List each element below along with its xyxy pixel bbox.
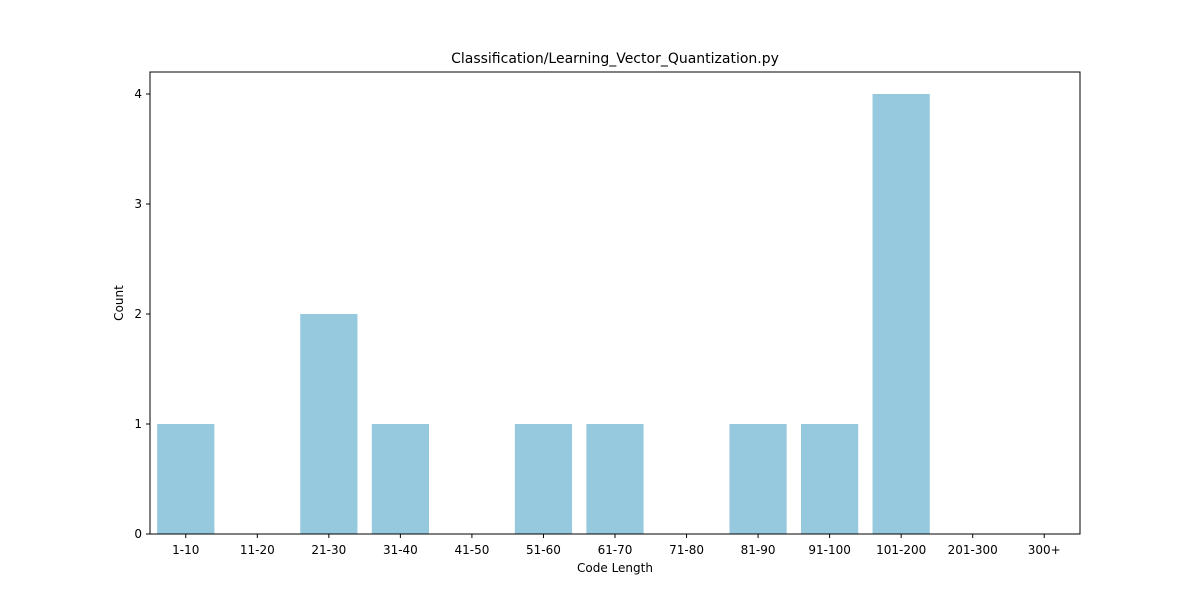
x-tick-label-300+: 300+: [1028, 543, 1061, 557]
x-tick-label-71-80: 71-80: [669, 543, 704, 557]
y-tick-label-4: 4: [134, 87, 142, 101]
x-tick-label-21-30: 21-30: [311, 543, 346, 557]
chart-title: Classification/Learning_Vector_Quantizat…: [451, 51, 779, 67]
x-tick-label-1-10: 1-10: [172, 543, 199, 557]
bar-1-10: [157, 424, 215, 534]
bar-81-90: [729, 424, 787, 534]
x-axis-label: Code Length: [577, 561, 653, 575]
bar-91-100: [801, 424, 859, 534]
y-axis-label: Count: [112, 285, 126, 321]
x-tick-label-41-50: 41-50: [454, 543, 489, 557]
y-tick-label-3: 3: [134, 197, 142, 211]
x-tick-label-81-90: 81-90: [741, 543, 776, 557]
x-tick-label-31-40: 31-40: [383, 543, 418, 557]
y-tick-label-0: 0: [134, 527, 142, 541]
bar-101-200: [872, 94, 930, 534]
x-axis: 1-10 11-20 21-30 31-40 41-50 51-60 61-70 71-80 8…: [172, 534, 1061, 557]
x-tick-label-51-60: 51-60: [526, 543, 561, 557]
x-tick-label-11-20: 11-20: [240, 543, 275, 557]
y-tick-label-1: 1: [134, 417, 142, 431]
x-tick-label-61-70: 61-70: [598, 543, 633, 557]
x-tick-label-91-100: 91-100: [808, 543, 851, 557]
bar-21-30: [300, 314, 358, 534]
bar-61-70: [586, 424, 644, 534]
bar-51-60: [514, 424, 573, 534]
bars-group: [157, 94, 930, 534]
x-tick-label-101-200: 101-200: [876, 543, 926, 557]
x-tick-label-201-300: 201-300: [948, 543, 998, 557]
bar-31-40: [371, 424, 429, 534]
y-tick-label-2: 2: [134, 307, 142, 321]
y-axis: 0 1 2 3 4: [134, 87, 150, 541]
plot-frame: [149, 71, 1081, 535]
